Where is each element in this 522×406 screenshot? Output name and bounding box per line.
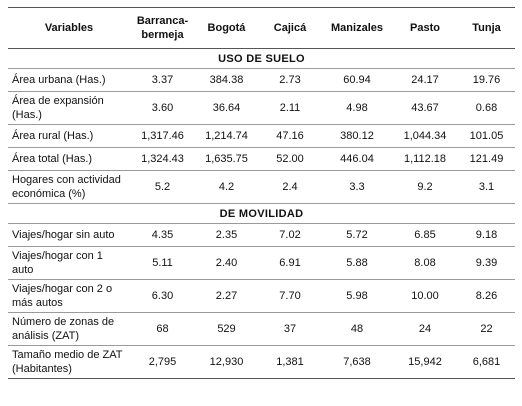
cell-value: 5.88 bbox=[322, 246, 392, 280]
column-header: Cajicá bbox=[258, 7, 322, 49]
column-header: Pasto bbox=[392, 7, 458, 49]
data-row: Tamaño medio de ZAT (Habitantes) 2,795 12,… bbox=[8, 345, 515, 379]
column-header: Bogotá bbox=[195, 7, 258, 49]
cell-value: 384.38 bbox=[195, 68, 258, 92]
cell-value: 4.35 bbox=[130, 223, 195, 247]
row-label: Hogares con actividad económica (%) bbox=[8, 170, 130, 204]
section-row: DE MOVILIDAD bbox=[8, 203, 515, 224]
cell-value: 3.60 bbox=[130, 91, 195, 125]
cell-value: 380.12 bbox=[322, 124, 392, 148]
cell-value: 2.27 bbox=[195, 279, 258, 313]
cell-value: 5.72 bbox=[322, 223, 392, 247]
data-row: Área urbana (Has.) 3.37 384.38 2.73 60.94 24.… bbox=[8, 68, 515, 92]
cell-value: 2.4 bbox=[258, 170, 322, 204]
data-row: Número de zonas de análisis (ZAT) 68 529 37… bbox=[8, 312, 515, 346]
cell-value: 60.94 bbox=[322, 68, 392, 92]
cell-value: 4.2 bbox=[195, 170, 258, 204]
cell-value: 37 bbox=[258, 312, 322, 346]
cell-value: 6.30 bbox=[130, 279, 195, 313]
row-label: Viajes/hogar sin auto bbox=[8, 223, 130, 247]
cell-value: 48 bbox=[322, 312, 392, 346]
cell-value: 1,317.46 bbox=[130, 124, 195, 148]
cell-value: 7.70 bbox=[258, 279, 322, 313]
cell-value: 8.08 bbox=[392, 246, 458, 280]
cell-value: 68 bbox=[130, 312, 195, 346]
cell-value: 9.39 bbox=[458, 246, 515, 280]
cell-value: 19.76 bbox=[458, 68, 515, 92]
cell-value: 10.00 bbox=[392, 279, 458, 313]
cell-value: 446.04 bbox=[322, 147, 392, 171]
cell-value: 5.2 bbox=[130, 170, 195, 204]
cell-value: 43.67 bbox=[392, 91, 458, 125]
header-row: Variables Barranca-bermeja Bogotá Cajicá Man… bbox=[8, 7, 515, 49]
data-row: Área rural (Has.) 1,317.46 1,214.74 47.16 38… bbox=[8, 124, 515, 148]
column-header: Manizales bbox=[322, 7, 392, 49]
cell-value: 22 bbox=[458, 312, 515, 346]
row-label: Tamaño medio de ZAT (Habitantes) bbox=[8, 345, 130, 379]
cell-value: 529 bbox=[195, 312, 258, 346]
cell-value: 15,942 bbox=[392, 345, 458, 379]
row-label: Área de expansión (Has.) bbox=[8, 91, 130, 125]
cell-value: 1,044.34 bbox=[392, 124, 458, 148]
cell-value: 6.91 bbox=[258, 246, 322, 280]
cell-value: 3.37 bbox=[130, 68, 195, 92]
row-label: Área total (Has.) bbox=[8, 147, 130, 171]
row-label: Viajes/hogar con 2 o más autos bbox=[8, 279, 130, 313]
column-header: Variables bbox=[8, 7, 130, 49]
row-label: Área urbana (Has.) bbox=[8, 68, 130, 92]
data-row: Hogares con actividad económica (%) 5.2 4.… bbox=[8, 170, 515, 204]
cell-value: 47.16 bbox=[258, 124, 322, 148]
cell-value: 0.68 bbox=[458, 91, 515, 125]
column-header: Tunja bbox=[458, 7, 515, 49]
cell-value: 12,930 bbox=[195, 345, 258, 379]
cell-value: 6.85 bbox=[392, 223, 458, 247]
cell-value: 24.17 bbox=[392, 68, 458, 92]
data-row: Viajes/hogar sin auto 4.35 2.35 7.02 5.72 6.8… bbox=[8, 223, 515, 247]
cell-value: 5.98 bbox=[322, 279, 392, 313]
cell-value: 8.26 bbox=[458, 279, 515, 313]
section-title: USO DE SUELO bbox=[8, 48, 515, 69]
cell-value: 2,795 bbox=[130, 345, 195, 379]
column-header: Barranca-bermeja bbox=[130, 7, 195, 49]
cell-value: 3.1 bbox=[458, 170, 515, 204]
cell-value: 24 bbox=[392, 312, 458, 346]
cell-value: 4.98 bbox=[322, 91, 392, 125]
row-label: Número de zonas de análisis (ZAT) bbox=[8, 312, 130, 346]
row-label: Viajes/hogar con 1 auto bbox=[8, 246, 130, 280]
cell-value: 1,381 bbox=[258, 345, 322, 379]
cell-value: 1,214.74 bbox=[195, 124, 258, 148]
data-table: Variables Barranca-bermeja Bogotá Cajicá Man… bbox=[8, 7, 515, 379]
data-row: Viajes/hogar con 1 auto 5.11 2.40 6.91 5.88 8… bbox=[8, 246, 515, 280]
cell-value: 6,681 bbox=[458, 345, 515, 379]
cell-value: 9.2 bbox=[392, 170, 458, 204]
cell-value: 121.49 bbox=[458, 147, 515, 171]
cell-value: 2.40 bbox=[195, 246, 258, 280]
cell-value: 3.3 bbox=[322, 170, 392, 204]
cell-value: 2.11 bbox=[258, 91, 322, 125]
data-row: Área total (Has.) 1,324.43 1,635.75 52.00 44… bbox=[8, 147, 515, 171]
table-body: USO DE SUELO Área urbana (Has.) 3.37 384.38… bbox=[8, 48, 515, 379]
cell-value: 5.11 bbox=[130, 246, 195, 280]
section-row: USO DE SUELO bbox=[8, 48, 515, 69]
cell-value: 1,324.43 bbox=[130, 147, 195, 171]
cell-value: 9.18 bbox=[458, 223, 515, 247]
data-row: Área de expansión (Has.) 3.60 36.64 2.11 4.9… bbox=[8, 91, 515, 125]
section-title: DE MOVILIDAD bbox=[8, 203, 515, 224]
data-row: Viajes/hogar con 2 o más autos 6.30 2.27 7.… bbox=[8, 279, 515, 313]
row-label: Área rural (Has.) bbox=[8, 124, 130, 148]
cell-value: 36.64 bbox=[195, 91, 258, 125]
cell-value: 7.02 bbox=[258, 223, 322, 247]
cell-value: 2.73 bbox=[258, 68, 322, 92]
cell-value: 1,635.75 bbox=[195, 147, 258, 171]
cell-value: 2.35 bbox=[195, 223, 258, 247]
cell-value: 7,638 bbox=[322, 345, 392, 379]
cell-value: 101.05 bbox=[458, 124, 515, 148]
cell-value: 52.00 bbox=[258, 147, 322, 171]
cell-value: 1,112.18 bbox=[392, 147, 458, 171]
